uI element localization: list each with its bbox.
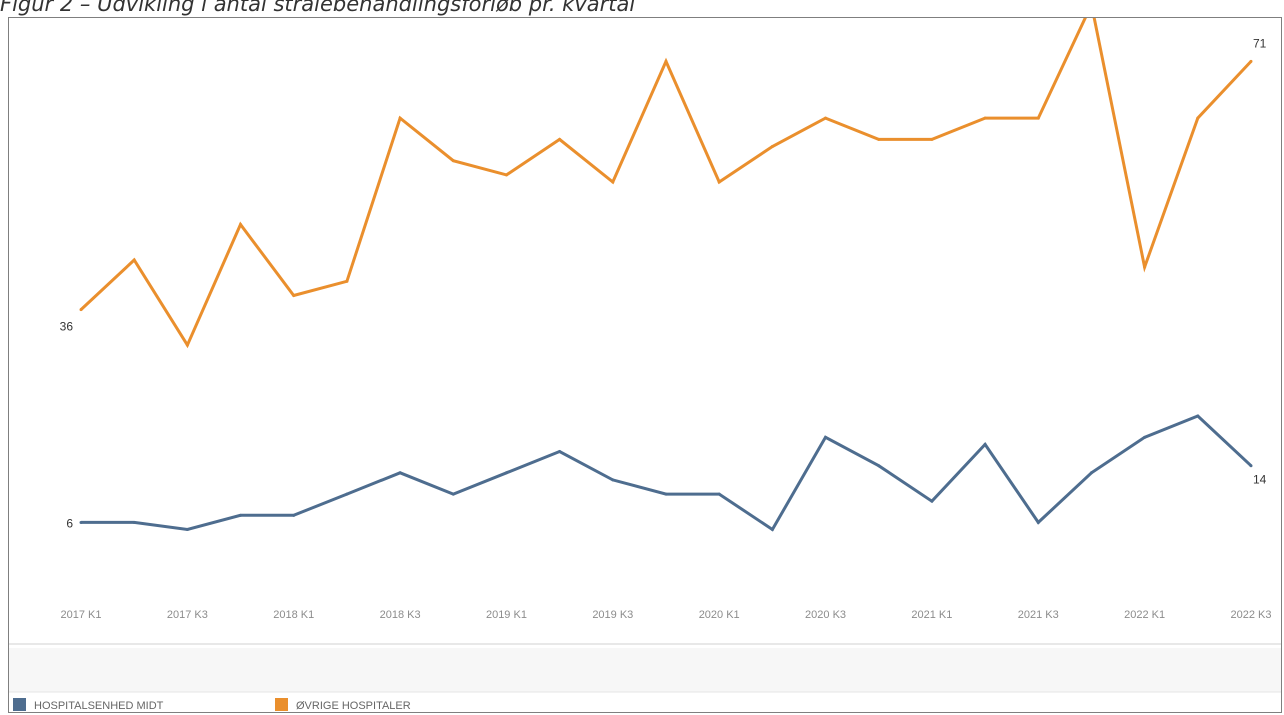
x-tick-label: 2019 K1 [486,609,527,621]
data-point-hospitalsenhed-midt [1036,520,1040,524]
data-point-hospitalsenhed-midt [504,471,508,475]
data-label: 71 [1253,36,1267,50]
data-point-hospitalsenhed-midt [398,471,402,475]
data-point-hospitalsenhed-midt [824,435,828,439]
legend: HOSPITALSENHED MIDT ØVRIGE HOSPITALER [13,698,411,712]
data-point-hospitalsenhed-midt [185,528,189,532]
data-point-hospitalsenhed-midt [717,492,721,496]
data-point-vrige-hospitaler [504,173,508,177]
scroll-band [9,648,1281,692]
plot-background [9,18,1281,644]
data-point-vrige-hospitaler [1249,59,1253,63]
x-tick-label: 2017 K3 [167,609,208,621]
data-point-hospitalsenhed-midt [664,492,668,496]
data-point-hospitalsenhed-midt [558,450,562,454]
figure-caption: Figur 2 – Udvikling i antal strålebehand… [0,0,636,16]
data-point-vrige-hospitaler [877,137,881,141]
x-axis-ticks: 2017 K1 2017 K3 2018 K1 2018 K3 2019 K1 2019 … [61,609,1272,621]
x-tick-label: 2021 K1 [911,609,952,621]
legend-swatch [275,698,288,711]
data-label: 14 [1253,473,1267,487]
data-point-vrige-hospitaler [770,144,774,148]
data-point-vrige-hospitaler [451,159,455,163]
data-point-hospitalsenhed-midt [1249,464,1253,468]
data-point-vrige-hospitaler [611,180,615,184]
data-point-vrige-hospitaler [185,343,189,347]
series-layer [79,18,1253,532]
data-point-hospitalsenhed-midt [770,528,774,532]
data-point-vrige-hospitaler [1036,116,1040,120]
data-point-hospitalsenhed-midt [1196,414,1200,418]
data-point-vrige-hospitaler [1196,116,1200,120]
line-chart: 2017 K1 2017 K3 2018 K1 2018 K3 2019 K1 2019 … [9,18,1281,712]
data-point-hospitalsenhed-midt [877,464,881,468]
chart-frame: 2017 K1 2017 K3 2018 K1 2018 K3 2019 K1 2019 … [8,17,1282,713]
data-point-vrige-hospitaler [398,116,402,120]
data-point-hospitalsenhed-midt [239,513,243,517]
x-tick-label: 2017 K1 [61,609,102,621]
legend-label: ØVRIGE HOSPITALER [296,700,411,712]
data-point-hospitalsenhed-midt [345,492,349,496]
data-point-hospitalsenhed-midt [79,520,83,524]
data-labels: 6 14 36 71 [60,36,1267,530]
data-point-hospitalsenhed-midt [983,442,987,446]
data-point-hospitalsenhed-midt [292,513,296,517]
data-point-vrige-hospitaler [983,116,987,120]
data-point-vrige-hospitaler [292,293,296,297]
data-point-vrige-hospitaler [664,59,668,63]
legend-label: HOSPITALSENHED MIDT [34,700,164,712]
data-point-vrige-hospitaler [132,258,136,262]
data-point-vrige-hospitaler [717,180,721,184]
data-point-hospitalsenhed-midt [1089,471,1093,475]
data-point-hospitalsenhed-midt [930,499,934,503]
x-tick-label: 2021 K3 [1018,609,1059,621]
data-point-vrige-hospitaler [345,279,349,283]
x-tick-label: 2022 K1 [1124,609,1165,621]
data-point-vrige-hospitaler [824,116,828,120]
x-tick-label: 2022 K3 [1231,609,1272,621]
x-tick-label: 2020 K1 [699,609,740,621]
data-point-vrige-hospitaler [558,137,562,141]
data-point-hospitalsenhed-midt [451,492,455,496]
legend-swatch [13,698,26,711]
data-point-vrige-hospitaler [79,308,83,312]
data-label: 36 [60,320,74,334]
data-point-vrige-hospitaler [1143,265,1147,269]
data-point-vrige-hospitaler [930,137,934,141]
data-label: 6 [66,516,73,530]
x-tick-label: 2018 K3 [380,609,421,621]
x-tick-label: 2019 K3 [592,609,633,621]
data-point-hospitalsenhed-midt [611,478,615,482]
data-point-hospitalsenhed-midt [132,520,136,524]
data-point-vrige-hospitaler [239,223,243,227]
x-tick-label: 2018 K1 [273,609,314,621]
x-tick-label: 2020 K3 [805,609,846,621]
data-point-hospitalsenhed-midt [1143,435,1147,439]
